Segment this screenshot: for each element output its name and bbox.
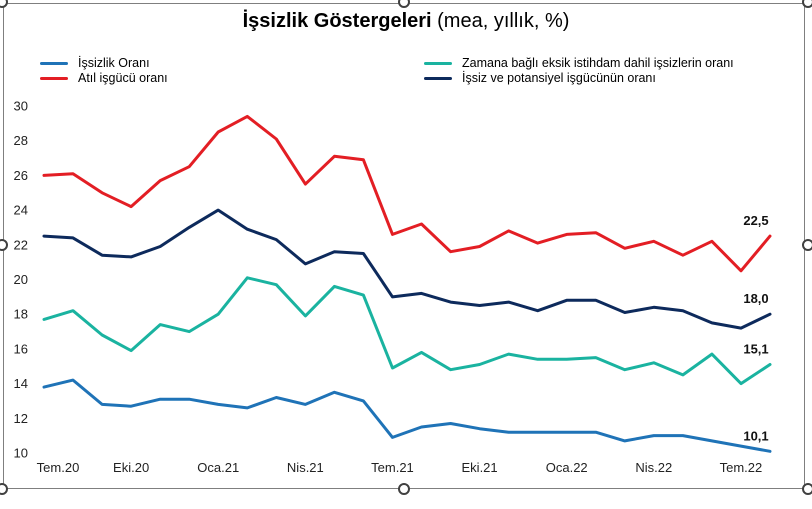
- y-tick-label: 20: [14, 272, 28, 287]
- series-end-label-0: 10,1: [743, 428, 768, 443]
- y-tick-label: 10: [14, 446, 28, 461]
- resize-handle-bottom-right[interactable]: [802, 483, 812, 495]
- legend-label-issizlik: İşsizlik Oranı: [78, 56, 150, 70]
- series-end-label-1: 22,5: [743, 213, 768, 228]
- y-tick-label: 12: [14, 411, 28, 426]
- series-line-1: [42, 114, 772, 273]
- series-line-3: [42, 208, 772, 330]
- x-tick-label: Oca.21: [197, 460, 239, 475]
- series-line-2: [42, 276, 772, 386]
- legend-swatch-issizlik: [40, 61, 68, 65]
- legend-label-potansiyel: İşsiz ve potansiyel işgücünün oranı: [462, 71, 656, 85]
- x-tick-label: Tem.20: [37, 460, 80, 475]
- chart-title-bold: İşsizlik Göstergeleri: [242, 10, 432, 32]
- legend-item-zamana: Zamana bağlı eksik istihdam dahil işsizl…: [424, 56, 734, 70]
- x-tick-label: Oca.22: [546, 460, 588, 475]
- y-tick-label: 16: [14, 341, 28, 356]
- legend-label-atil: Atıl işgücü oranı: [78, 71, 168, 85]
- x-tick-label: Nis.21: [287, 460, 324, 475]
- x-tick-label: Eki.21: [462, 460, 498, 475]
- chart-title: İşsizlik Göstergeleri (mea, yıllık, %): [0, 10, 812, 33]
- y-tick-label: 14: [14, 376, 28, 391]
- resize-handle-middle-right[interactable]: [802, 239, 812, 251]
- resize-handle-bottom-center[interactable]: [398, 483, 410, 495]
- x-tick-label: Tem.22: [720, 460, 763, 475]
- y-tick-label: 22: [14, 237, 28, 252]
- x-tick-label: Tem.21: [371, 460, 414, 475]
- x-tick-label: Nis.22: [635, 460, 672, 475]
- resize-handle-bottom-left[interactable]: [0, 483, 8, 495]
- y-tick-label: 28: [14, 133, 28, 148]
- resize-handle-top-right[interactable]: [802, 0, 812, 8]
- resize-handle-top-center[interactable]: [398, 0, 410, 8]
- legend-swatch-potansiyel: [424, 76, 452, 80]
- y-tick-label: 24: [14, 203, 28, 218]
- series-end-label-2: 15,1: [743, 342, 768, 357]
- legend-item-potansiyel: İşsiz ve potansiyel işgücünün oranı: [424, 71, 656, 85]
- series-line-0: [42, 378, 772, 453]
- legend-item-atil: Atıl işgücü oranı: [40, 71, 168, 85]
- series-end-label-3: 18,0: [743, 291, 768, 306]
- legend-item-issizlik: İşsizlik Oranı: [40, 56, 150, 70]
- resize-handle-top-left[interactable]: [0, 0, 8, 8]
- resize-handle-middle-left[interactable]: [0, 239, 8, 251]
- y-tick-label: 30: [14, 99, 28, 114]
- y-tick-label: 18: [14, 307, 28, 322]
- legend-swatch-zamana: [424, 61, 452, 65]
- legend-swatch-atil: [40, 76, 68, 80]
- legend-label-zamana: Zamana bağlı eksik istihdam dahil işsizl…: [462, 56, 734, 70]
- x-tick-label: Eki.20: [113, 460, 149, 475]
- y-tick-label: 26: [14, 168, 28, 183]
- chart-title-rest: (mea, yıllık, %): [431, 10, 570, 32]
